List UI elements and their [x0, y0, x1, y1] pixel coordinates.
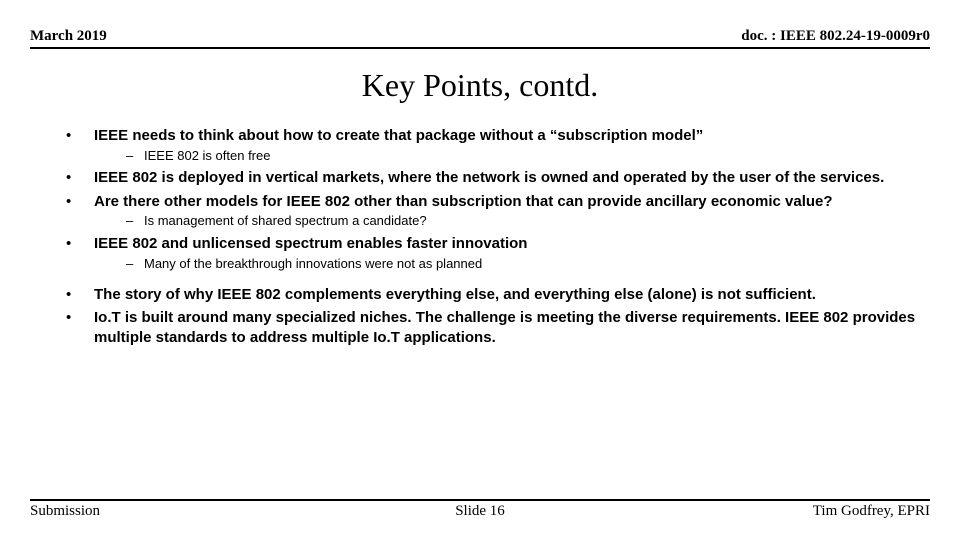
footer-right: Tim Godfrey, EPRI: [813, 503, 930, 520]
bullet-text: IEEE 802 is deployed in vertical markets…: [94, 169, 884, 186]
sub-bullet-item: Is management of shared spectrum a candi…: [126, 213, 930, 230]
bullet-text: IEEE needs to think about how to create …: [94, 127, 703, 144]
bullet-text: Are there other models for IEEE 802 othe…: [94, 193, 833, 210]
bullet-item: Are there other models for IEEE 802 othe…: [66, 192, 930, 230]
bullet-list: IEEE needs to think about how to create …: [30, 126, 930, 273]
sub-list: Is management of shared spectrum a candi…: [94, 213, 930, 230]
bullet-item: The story of why IEEE 802 complements ev…: [66, 285, 930, 305]
footer-row: Submission Slide 16 Tim Godfrey, EPRI: [30, 499, 930, 520]
bullet-item: IEEE needs to think about how to create …: [66, 126, 930, 164]
header-doc: doc. : IEEE 802.24-19-0009r0: [741, 28, 930, 45]
sub-bullet-item: IEEE 802 is often free: [126, 148, 930, 165]
sub-list: Many of the breakthrough innovations wer…: [94, 256, 930, 273]
sub-bullet-item: Many of the breakthrough innovations wer…: [126, 256, 930, 273]
bullet-text: The story of why IEEE 802 complements ev…: [94, 286, 816, 303]
bullet-item: IEEE 802 and unlicensed spectrum enables…: [66, 234, 930, 272]
content-area: IEEE needs to think about how to create …: [30, 126, 930, 347]
slide: March 2019 doc. : IEEE 802.24-19-0009r0 …: [0, 0, 960, 540]
bullet-text: Io.T is built around many specialized ni…: [94, 309, 915, 346]
sub-list: IEEE 802 is often free: [94, 148, 930, 165]
bullet-item: Io.T is built around many specialized ni…: [66, 308, 930, 347]
header-date: March 2019: [30, 28, 107, 45]
bullet-item: IEEE 802 is deployed in vertical markets…: [66, 168, 930, 188]
slide-title: Key Points, contd.: [30, 67, 930, 104]
bullet-text: IEEE 802 and unlicensed spectrum enables…: [94, 235, 527, 252]
bullet-list: The story of why IEEE 802 complements ev…: [30, 285, 930, 348]
header-row: March 2019 doc. : IEEE 802.24-19-0009r0: [30, 28, 930, 49]
footer-left: Submission: [30, 503, 100, 520]
footer-center: Slide 16: [455, 503, 505, 520]
